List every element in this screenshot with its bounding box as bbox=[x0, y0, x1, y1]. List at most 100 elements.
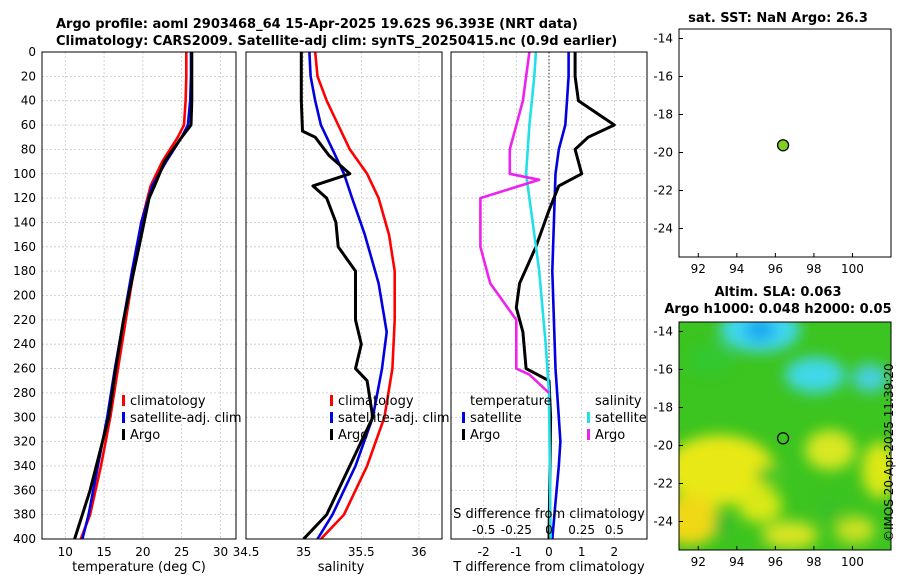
y-tick-label: 320 bbox=[13, 435, 36, 449]
legend-label: satellite bbox=[595, 411, 647, 426]
x-tick-label: 20 bbox=[135, 545, 150, 559]
y-tick-label: 80 bbox=[21, 142, 36, 156]
x-tick-label: 15 bbox=[96, 545, 111, 559]
legend-title-temperature: temperature bbox=[470, 394, 552, 409]
figure-title-line2: Climatology: CARS2009. Satellite-adj cli… bbox=[56, 34, 617, 49]
map-x-tick-label: 92 bbox=[691, 555, 706, 569]
legend-swatch bbox=[122, 395, 125, 406]
y-tick-label: 200 bbox=[13, 289, 36, 303]
argo-location-marker bbox=[776, 432, 790, 445]
sla-map-title-line2: Argo h1000: 0.048 h2000: 0.05 bbox=[664, 302, 891, 317]
map-y-tick-label: -20 bbox=[653, 439, 673, 453]
legend-swatch bbox=[462, 412, 465, 423]
difference-profile-plot: -2 -1 0 1 2 temperature salinity satellite Argo… bbox=[450, 51, 648, 575]
x-tick-label: 0 bbox=[545, 545, 553, 559]
y-tick-label: 140 bbox=[13, 215, 36, 229]
map-y-tick-label: -18 bbox=[653, 401, 673, 415]
legend-swatch bbox=[462, 429, 465, 440]
map-x-tick-label: 100 bbox=[841, 262, 864, 276]
legend-label: satellite-adj. clim bbox=[130, 411, 242, 426]
y-tick-label: 0 bbox=[28, 45, 36, 59]
x-tick-label: 2 bbox=[611, 545, 619, 559]
map-y-tick-label: -20 bbox=[653, 146, 673, 160]
y-tick-label: 340 bbox=[13, 459, 36, 473]
x-tick-label: 35.5 bbox=[348, 545, 375, 559]
temperature-xlabel: temperature (deg C) bbox=[72, 560, 206, 575]
map-y-tick-label: -24 bbox=[653, 515, 673, 529]
legend-label: climatology bbox=[130, 394, 206, 409]
sla-map-title-line1: Altim. SLA: 0.063 bbox=[715, 285, 842, 300]
map-y-tick-label: -14 bbox=[653, 325, 673, 339]
x-tick-label: -1 bbox=[510, 545, 522, 559]
y-tick-label: 260 bbox=[13, 362, 36, 376]
map-y-tick-label: -22 bbox=[653, 477, 673, 491]
series-line-s-satellite bbox=[524, 52, 552, 539]
y-tick-label: 300 bbox=[13, 410, 36, 424]
s-tick-label: 0 bbox=[545, 523, 553, 537]
sla-map: Altim. SLA: 0.063 Argo h1000: 0.048 h200… bbox=[653, 285, 891, 569]
x-tick-label: 36 bbox=[411, 545, 426, 559]
series-line-climatology bbox=[313, 52, 397, 539]
x-tick-label: 10 bbox=[58, 545, 73, 559]
x-tick-label: 30 bbox=[213, 545, 228, 559]
map-x-tick-label: 94 bbox=[729, 555, 744, 569]
x-tick-label: -2 bbox=[478, 545, 490, 559]
series-line-t-argo bbox=[514, 52, 616, 539]
map-x-tick-label: 96 bbox=[768, 262, 783, 276]
map-x-tick-label: 96 bbox=[768, 555, 783, 569]
x-tick-label: 35 bbox=[296, 545, 311, 559]
map-x-tick-label: 98 bbox=[806, 555, 821, 569]
map-y-tick-label: -24 bbox=[653, 222, 673, 236]
y-tick-label: 120 bbox=[13, 191, 36, 205]
y-tick-label: 100 bbox=[13, 167, 36, 181]
map-x-tick-label: 100 bbox=[841, 555, 864, 569]
legend-swatch bbox=[330, 429, 333, 440]
timestamp: ©IMOS 20-Apr-2025 11:39:20 bbox=[882, 363, 896, 542]
legend-swatch bbox=[122, 429, 125, 440]
y-tick-label: 20 bbox=[21, 69, 36, 83]
temperature-profile-plot: 10 15 20 25 30020406080100120140160180200220… bbox=[13, 45, 242, 575]
y-tick-label: 400 bbox=[13, 532, 36, 546]
sst-map-title: sat. SST: NaN Argo: 26.3 bbox=[688, 11, 868, 26]
legend-swatch bbox=[122, 412, 125, 423]
legend-label: Argo bbox=[130, 428, 160, 443]
legend-swatch bbox=[330, 412, 333, 423]
map-y-tick-label: -22 bbox=[653, 184, 673, 198]
x-tick-label: 1 bbox=[578, 545, 586, 559]
s-difference-xlabel: S difference from climatology bbox=[453, 507, 645, 522]
legend-label: Argo bbox=[470, 428, 500, 443]
x-tick-label: 34.5 bbox=[233, 545, 260, 559]
map-x-tick-label: 92 bbox=[691, 262, 706, 276]
legend-swatch bbox=[587, 429, 590, 440]
map-x-tick-label: 98 bbox=[806, 262, 821, 276]
legend-swatch bbox=[587, 412, 590, 423]
legend-label: Argo bbox=[338, 428, 368, 443]
y-tick-label: 40 bbox=[21, 94, 36, 108]
map-y-tick-label: -14 bbox=[653, 32, 673, 46]
salinity-xlabel: salinity bbox=[318, 560, 365, 575]
y-tick-label: 360 bbox=[13, 483, 36, 497]
series-line-argo bbox=[73, 52, 194, 539]
argo-location-marker bbox=[776, 139, 790, 152]
legend-label: Argo bbox=[595, 428, 625, 443]
sst-map: sat. SST: NaN Argo: 26.3 92 94 96 98 100 -14 -… bbox=[653, 11, 892, 276]
legend-label: satellite bbox=[470, 411, 522, 426]
map-y-tick-label: -18 bbox=[653, 108, 673, 122]
y-tick-label: 380 bbox=[13, 508, 36, 522]
legend-label: climatology bbox=[338, 394, 414, 409]
y-tick-label: 240 bbox=[13, 337, 36, 351]
map-x-tick-label: 94 bbox=[729, 262, 744, 276]
series-line-s-argo bbox=[479, 52, 550, 394]
legend-label: satellite-adj. clim bbox=[338, 411, 450, 426]
s-tick-label: 0.25 bbox=[568, 523, 595, 537]
legend-swatch bbox=[330, 395, 333, 406]
figure-title-line1: Argo profile: aoml 2903468_64 15-Apr-202… bbox=[56, 17, 578, 32]
y-tick-label: 160 bbox=[13, 240, 36, 254]
sla-heatmap-field bbox=[679, 322, 891, 550]
s-tick-label: -0.5 bbox=[472, 523, 495, 537]
y-tick-label: 280 bbox=[13, 386, 36, 400]
y-tick-label: 180 bbox=[13, 264, 36, 278]
map-y-tick-label: -16 bbox=[653, 70, 673, 84]
series-line-t-satellite bbox=[550, 52, 570, 539]
